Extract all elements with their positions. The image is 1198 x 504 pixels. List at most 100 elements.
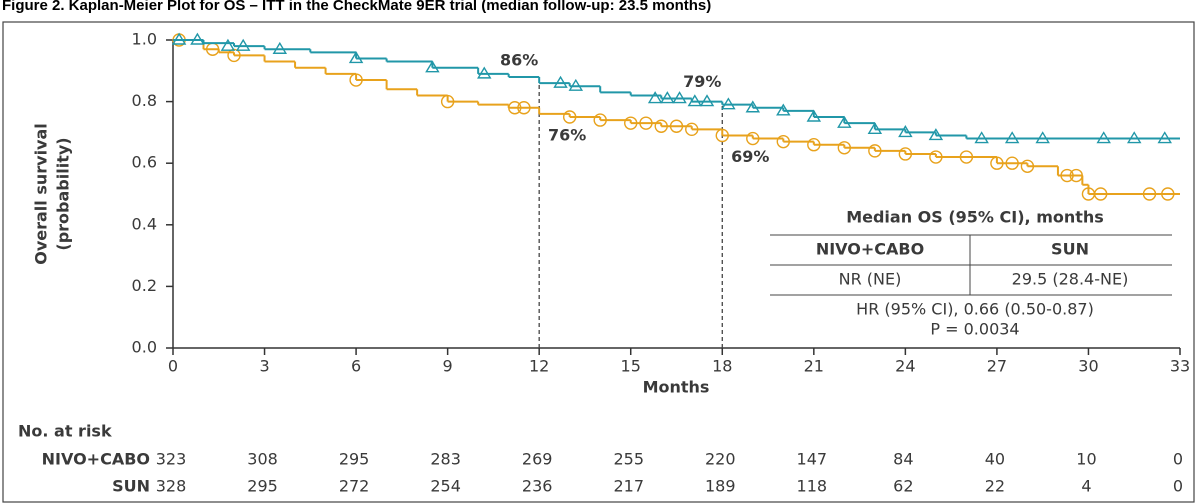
censor-mark [1004, 131, 1020, 144]
censor-mark [776, 134, 791, 149]
at-risk-count: 40 [985, 450, 1005, 469]
censor-mark [660, 91, 675, 104]
at-risk-count: 255 [613, 450, 644, 469]
censor-mark [1005, 156, 1019, 170]
inset-p: P = 0.0034 [930, 320, 1019, 339]
at-risk-count: 272 [339, 477, 370, 496]
at-risk-count: 269 [522, 450, 553, 469]
censor-mark [687, 94, 703, 107]
at-risk-count: 189 [705, 477, 736, 496]
censor-mark [672, 91, 687, 104]
x-tick-label: 33 [1170, 357, 1190, 376]
censor-mark [1096, 131, 1111, 144]
at-risk-count: 217 [613, 477, 644, 496]
x-tick-label: 6 [351, 357, 361, 376]
y-axis-label: (probability) [54, 137, 73, 250]
censor-mark [517, 101, 531, 115]
censor-mark [715, 128, 729, 143]
at-risk-count: 323 [156, 450, 187, 469]
censor-mark [190, 32, 205, 45]
at-risk-label: NIVO+CABO [42, 450, 150, 469]
y-tick-label: 0.8 [132, 91, 157, 110]
censor-mark [807, 138, 821, 152]
censor-mark [654, 119, 668, 133]
inset-title: Median OS (95% CI), months [846, 208, 1104, 227]
inset-cell: NR (NE) [839, 270, 902, 289]
annotation: 79% [683, 72, 721, 91]
censor-mark [669, 119, 684, 133]
at-risk-count: 295 [247, 477, 278, 496]
censor-mark [425, 60, 440, 73]
censor-mark [220, 38, 236, 51]
censor-mark [647, 91, 663, 104]
censor-mark [990, 156, 1004, 170]
censor-mark [1126, 131, 1142, 144]
censor-mark [568, 78, 584, 91]
y-tick-label: 0.6 [132, 153, 157, 172]
censor-mark [639, 116, 653, 130]
x-tick-label: 12 [529, 357, 549, 376]
censor-mark [974, 131, 989, 144]
censor-mark [477, 66, 492, 79]
at-risk-count: 254 [430, 477, 461, 496]
at-risk-count: 236 [522, 477, 553, 496]
x-tick-label: 3 [259, 357, 269, 376]
at-risk-count: 283 [430, 450, 461, 469]
y-tick-label: 0.4 [132, 214, 157, 233]
censor-mark [929, 150, 943, 164]
inset-hr: HR (95% CI), 0.66 (0.50-0.87) [856, 300, 1094, 319]
x-tick-label: 15 [621, 357, 641, 376]
x-axis-label: Months [643, 378, 710, 397]
censor-mark [348, 51, 364, 64]
at-risk-count: 10 [1076, 450, 1096, 469]
censor-mark [553, 75, 568, 88]
y-tick-label: 0.2 [132, 276, 157, 295]
censor-mark [1060, 168, 1074, 183]
inset-cell: 29.5 (28.4-NE) [1012, 270, 1129, 289]
y-axis-label: Overall survival [32, 123, 51, 265]
censor-mark [593, 113, 607, 127]
censor-mark [171, 32, 187, 45]
at-risk-count: 147 [797, 450, 828, 469]
x-tick-label: 0 [168, 357, 178, 376]
censor-mark [867, 121, 883, 135]
censor-mark [868, 144, 882, 158]
censor-mark [746, 131, 760, 146]
x-tick-label: 24 [895, 357, 915, 376]
censor-mark [928, 128, 944, 141]
annotation: 69% [731, 147, 769, 166]
at-risk-count: 0 [1173, 450, 1183, 469]
at-risk-title: No. at risk [18, 422, 112, 441]
at-risk-count: 295 [339, 450, 370, 469]
censor-mark [1020, 159, 1035, 173]
chart-title: Figure 2. Kaplan-Meier Plot for OS – ITT… [2, 0, 711, 14]
at-risk-count: 0 [1173, 477, 1183, 496]
at-risk-count: 84 [893, 450, 913, 469]
x-tick-label: 9 [443, 357, 453, 376]
at-risk-count: 4 [1081, 477, 1091, 496]
inset-header: NIVO+CABO [816, 240, 924, 259]
inset-header: SUN [1051, 240, 1089, 259]
censor-mark [898, 147, 913, 161]
at-risk-count: 308 [247, 450, 278, 469]
censor-mark [806, 109, 822, 122]
censor-mark [699, 94, 715, 107]
censor-mark [959, 150, 974, 164]
censor-mark [508, 101, 522, 115]
censor-mark [272, 41, 288, 54]
censor-mark [837, 141, 852, 155]
annotation: 86% [500, 51, 538, 70]
y-tick-label: 0.0 [132, 338, 157, 357]
censor-mark [776, 103, 791, 116]
censor-mark [624, 116, 638, 130]
censor-mark [721, 97, 736, 110]
censor-mark [685, 122, 699, 137]
x-tick-label: 30 [1078, 357, 1098, 376]
censor-mark [745, 100, 761, 113]
censor-mark [440, 94, 455, 109]
censor-mark [1142, 187, 1157, 201]
x-tick-label: 21 [804, 357, 824, 376]
censor-mark [562, 110, 577, 124]
